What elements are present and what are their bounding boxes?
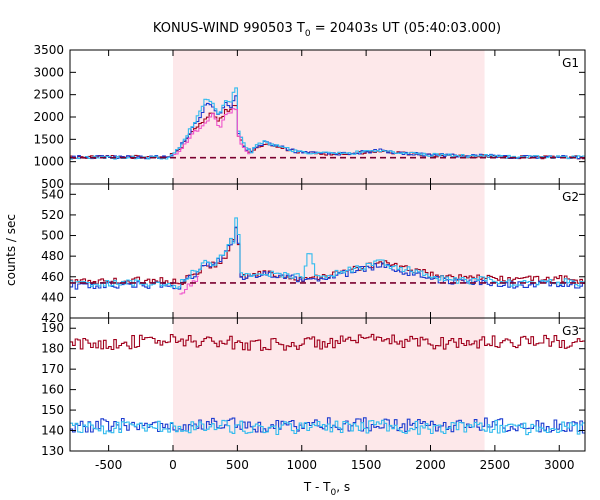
- y-tick-label: 420: [41, 311, 64, 325]
- x-tick-label: 0: [169, 458, 177, 472]
- chart-title: KONUS-WIND 990503 T0 = 20403s UT (05:40:…: [153, 21, 501, 39]
- y-tick-label: 180: [41, 342, 64, 356]
- x-tick-label: -500: [95, 458, 122, 472]
- y-tick-label: 500: [41, 229, 64, 243]
- y-tick-label: 1500: [33, 132, 64, 146]
- curve-magenta-g1: [173, 108, 251, 156]
- shaded-interval: [173, 50, 485, 184]
- panel-label: G2: [562, 190, 579, 204]
- y-tick-label: 540: [41, 187, 64, 201]
- shaded-interval: [173, 184, 485, 318]
- panels-group: 500100015002000250030003500G142044046048…: [33, 43, 586, 472]
- y-tick-label: 520: [41, 208, 64, 222]
- y-tick-label: 480: [41, 249, 64, 263]
- panel-frame: [69, 317, 586, 452]
- x-axis-label: T - T0, s: [303, 480, 350, 498]
- curve-dark-red-g3: [70, 333, 585, 351]
- curve-cyan-g1: [70, 87, 585, 160]
- y-tick-label: 1000: [33, 155, 64, 169]
- y-tick-label: 160: [41, 383, 64, 397]
- x-tick-label: 2000: [415, 458, 446, 472]
- y-tick-label: 440: [41, 290, 64, 304]
- y-tick-label: 130: [41, 444, 64, 458]
- panel-g1: 500 1000 1500 2000 2500 3000 3500 G1: [33, 43, 586, 191]
- curve-magenta-g2: [179, 275, 199, 295]
- x-tick-label: 3000: [544, 458, 575, 472]
- curve-cyan-g3: [70, 419, 585, 436]
- panel-g3: 130 140 150 160 170 180 190 G3: [41, 317, 586, 458]
- x-tick-label: 1000: [286, 458, 317, 472]
- y-tick-label: 190: [41, 321, 64, 335]
- panel-label: G1: [562, 56, 579, 70]
- y-tick-label: 150: [41, 403, 64, 417]
- y-tick-label: 170: [41, 362, 64, 376]
- curve-blue-g3: [70, 417, 585, 434]
- y-tick-label: 3500: [33, 43, 64, 57]
- panel-label: G3: [562, 324, 579, 338]
- panel-g2: 420 440 460 480 500 520 540 G2: [41, 183, 586, 325]
- y-tick-label: 460: [41, 270, 64, 284]
- y-tick-label: 3000: [33, 65, 64, 79]
- x-tick-label: 1500: [351, 458, 382, 472]
- y-tick-label: 2000: [33, 110, 64, 124]
- x-tick-label: 2500: [480, 458, 511, 472]
- y-tick-label: 500: [41, 177, 64, 191]
- x-tick-label: 500: [226, 458, 249, 472]
- y-tick-label: 2500: [33, 88, 64, 102]
- y-tick-label: 140: [41, 424, 64, 438]
- y-axis-label: counts / sec: [4, 214, 18, 286]
